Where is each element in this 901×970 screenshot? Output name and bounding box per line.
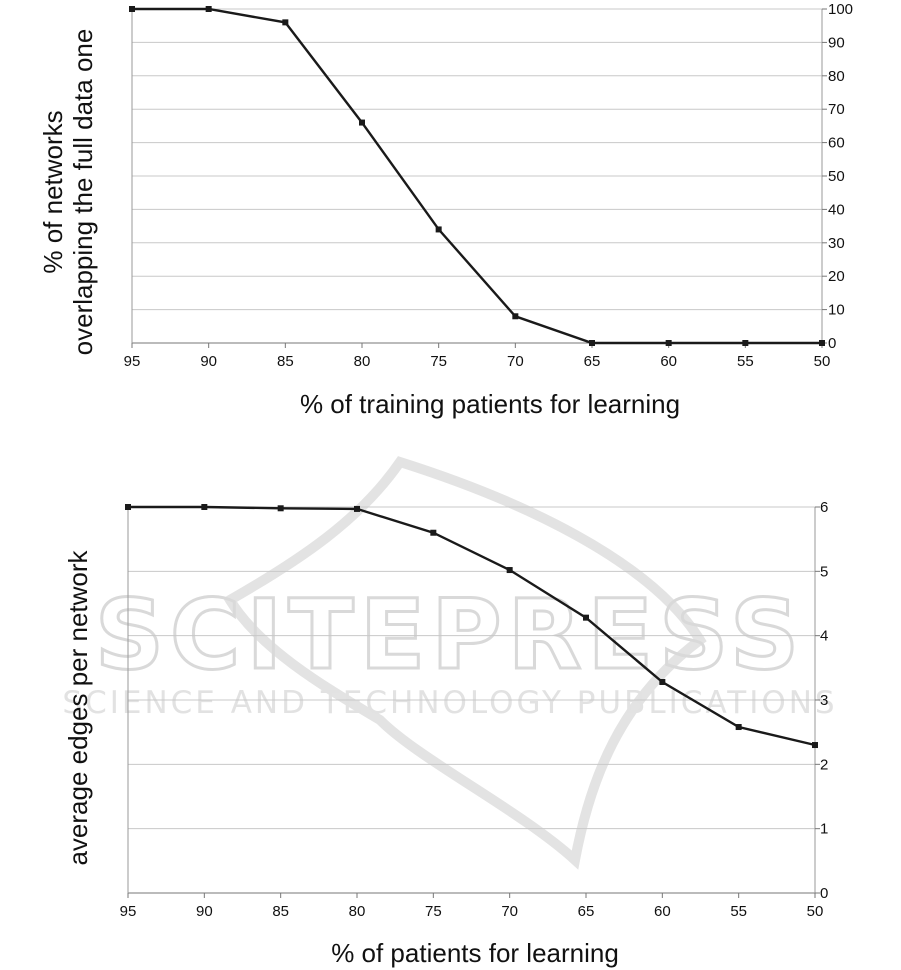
chart-edges-y-axis-title: average edges per network [63,549,93,865]
chart-edges-x-tick-label: 75 [425,903,442,920]
chart-overlap-gridlines [132,8,822,344]
chart-overlap-y-tick-label: 70 [828,101,845,118]
chart-overlap-y-ticks: 0 10 20 30 40 50 60 70 80 90 100 [822,1,853,352]
chart-overlap-y-tick-label: 10 [828,302,845,319]
chart-edges: 0 1 2 3 4 5 6 95 90 85 80 75 70 65 60 55 50 % of patien… [63,499,828,968]
chart-overlap-data-point [589,340,595,346]
chart-overlap-data-point [512,313,519,320]
chart-edges-data-point [277,505,284,512]
chart-edges-data-point [735,724,742,731]
chart-overlap-y-tick-label: 30 [828,235,845,252]
chart-overlap-y-tick-label: 100 [828,1,853,18]
chart-overlap-points [129,6,825,346]
chart-overlap-y-axis-title-line2: overlapping the full data one [68,29,98,356]
chart-overlap-y-tick-label: 40 [828,201,845,218]
chart-overlap-y-tick-label: 80 [828,68,845,85]
chart-overlap-data-point [665,340,672,346]
chart-edges-gridlines [128,506,815,894]
chart-overlap-x-tick-label: 60 [660,353,677,370]
chart-overlap-y-tick-label: 90 [828,34,845,51]
chart-edges-y-tick-label: 5 [820,563,828,580]
chart-overlap-x-tick-label: 90 [200,353,217,370]
chart-overlap-x-tick-label: 95 [124,353,141,370]
chart-overlap-series-line [132,7,822,345]
chart-overlap-x-tick-label: 55 [737,353,754,370]
chart-overlap-data-point [359,119,365,126]
chart-overlap: 0 10 20 30 40 50 60 70 80 90 100 95 90 85 80 75 70 65 60 5… [38,1,853,419]
chart-overlap-y-axis-title-line1: % of networks [38,110,68,273]
watermark-subtitle: SCIENCE AND TECHNOLOGY PUBLICATIONS [62,685,837,721]
chart-overlap-data-point [742,340,749,346]
chart-edges-data-point [354,505,360,512]
chart-edges-x-tick-label: 50 [807,903,824,920]
chart-edges-x-tick-label: 85 [272,903,289,920]
chart-edges-y-tick-label: 0 [820,885,828,902]
chart-overlap-data-point [819,340,825,346]
chart-edges-y-tick-label: 2 [820,756,828,773]
chart-edges-data-point [506,567,513,574]
chart-overlap-x-axis-title: % of training patients for learning [300,389,680,419]
chart-edges-data-point [430,529,437,536]
chart-edges-x-axis-title: % of patients for learning [331,938,619,968]
chart-edges-x-tick-label: 65 [578,903,595,920]
chart-overlap-x-tick-label: 70 [507,353,524,370]
chart-overlap-x-ticks: 95 90 85 80 75 70 65 60 55 50 [124,343,831,370]
chart-edges-y-tick-label: 6 [820,499,828,516]
chart-overlap-y-tick-label: 60 [828,135,845,152]
chart-overlap-data-point [435,226,442,233]
chart-overlap-x-tick-label: 80 [354,353,371,370]
chart-edges-y-tick-label: 3 [820,692,828,709]
scitepress-watermark: SCITEPRESS SCIENCE AND TECHNOLOGY PUBLIC… [62,456,837,870]
chart-edges-data-point [125,504,131,510]
chart-edges-data-point [812,742,818,749]
watermark-title: SCITEPRESS [95,579,805,691]
chart-edges-data-point [659,678,666,685]
chart-overlap-x-tick-label: 75 [430,353,447,370]
chart-edges-x-tick-label: 60 [654,903,671,920]
chart-edges-x-tick-label: 80 [349,903,366,920]
chart-edges-x-tick-label: 70 [501,903,518,920]
chart-overlap-data-point [282,19,289,26]
chart-overlap-x-tick-label: 65 [584,353,601,370]
chart-edges-x-ticks: 95 90 85 80 75 70 65 60 55 50 [120,893,824,920]
chart-overlap-data-point [129,6,135,12]
chart-overlap-x-tick-label: 50 [814,353,831,370]
watermark-logo-swoosh [223,456,707,870]
chart-edges-points [125,504,818,749]
chart-edges-y-ticks: 0 1 2 3 4 5 6 [815,499,828,902]
chart-overlap-y-tick-label: 0 [828,335,836,352]
chart-overlap-x-tick-label: 85 [277,353,294,370]
chart-edges-x-tick-label: 55 [730,903,747,920]
chart-edges-series-line [128,505,816,747]
chart-overlap-y-tick-label: 20 [828,268,845,285]
chart-edges-x-tick-label: 95 [120,903,137,920]
chart-edges-y-tick-label: 4 [820,628,828,645]
chart-edges-data-point [201,504,208,510]
chart-edges-y-tick-label: 1 [820,821,828,838]
chart-edges-x-tick-label: 90 [196,903,213,920]
chart-overlap-y-tick-label: 50 [828,168,845,185]
chart-overlap-data-point [205,6,212,12]
chart-edges-data-point [583,614,589,621]
